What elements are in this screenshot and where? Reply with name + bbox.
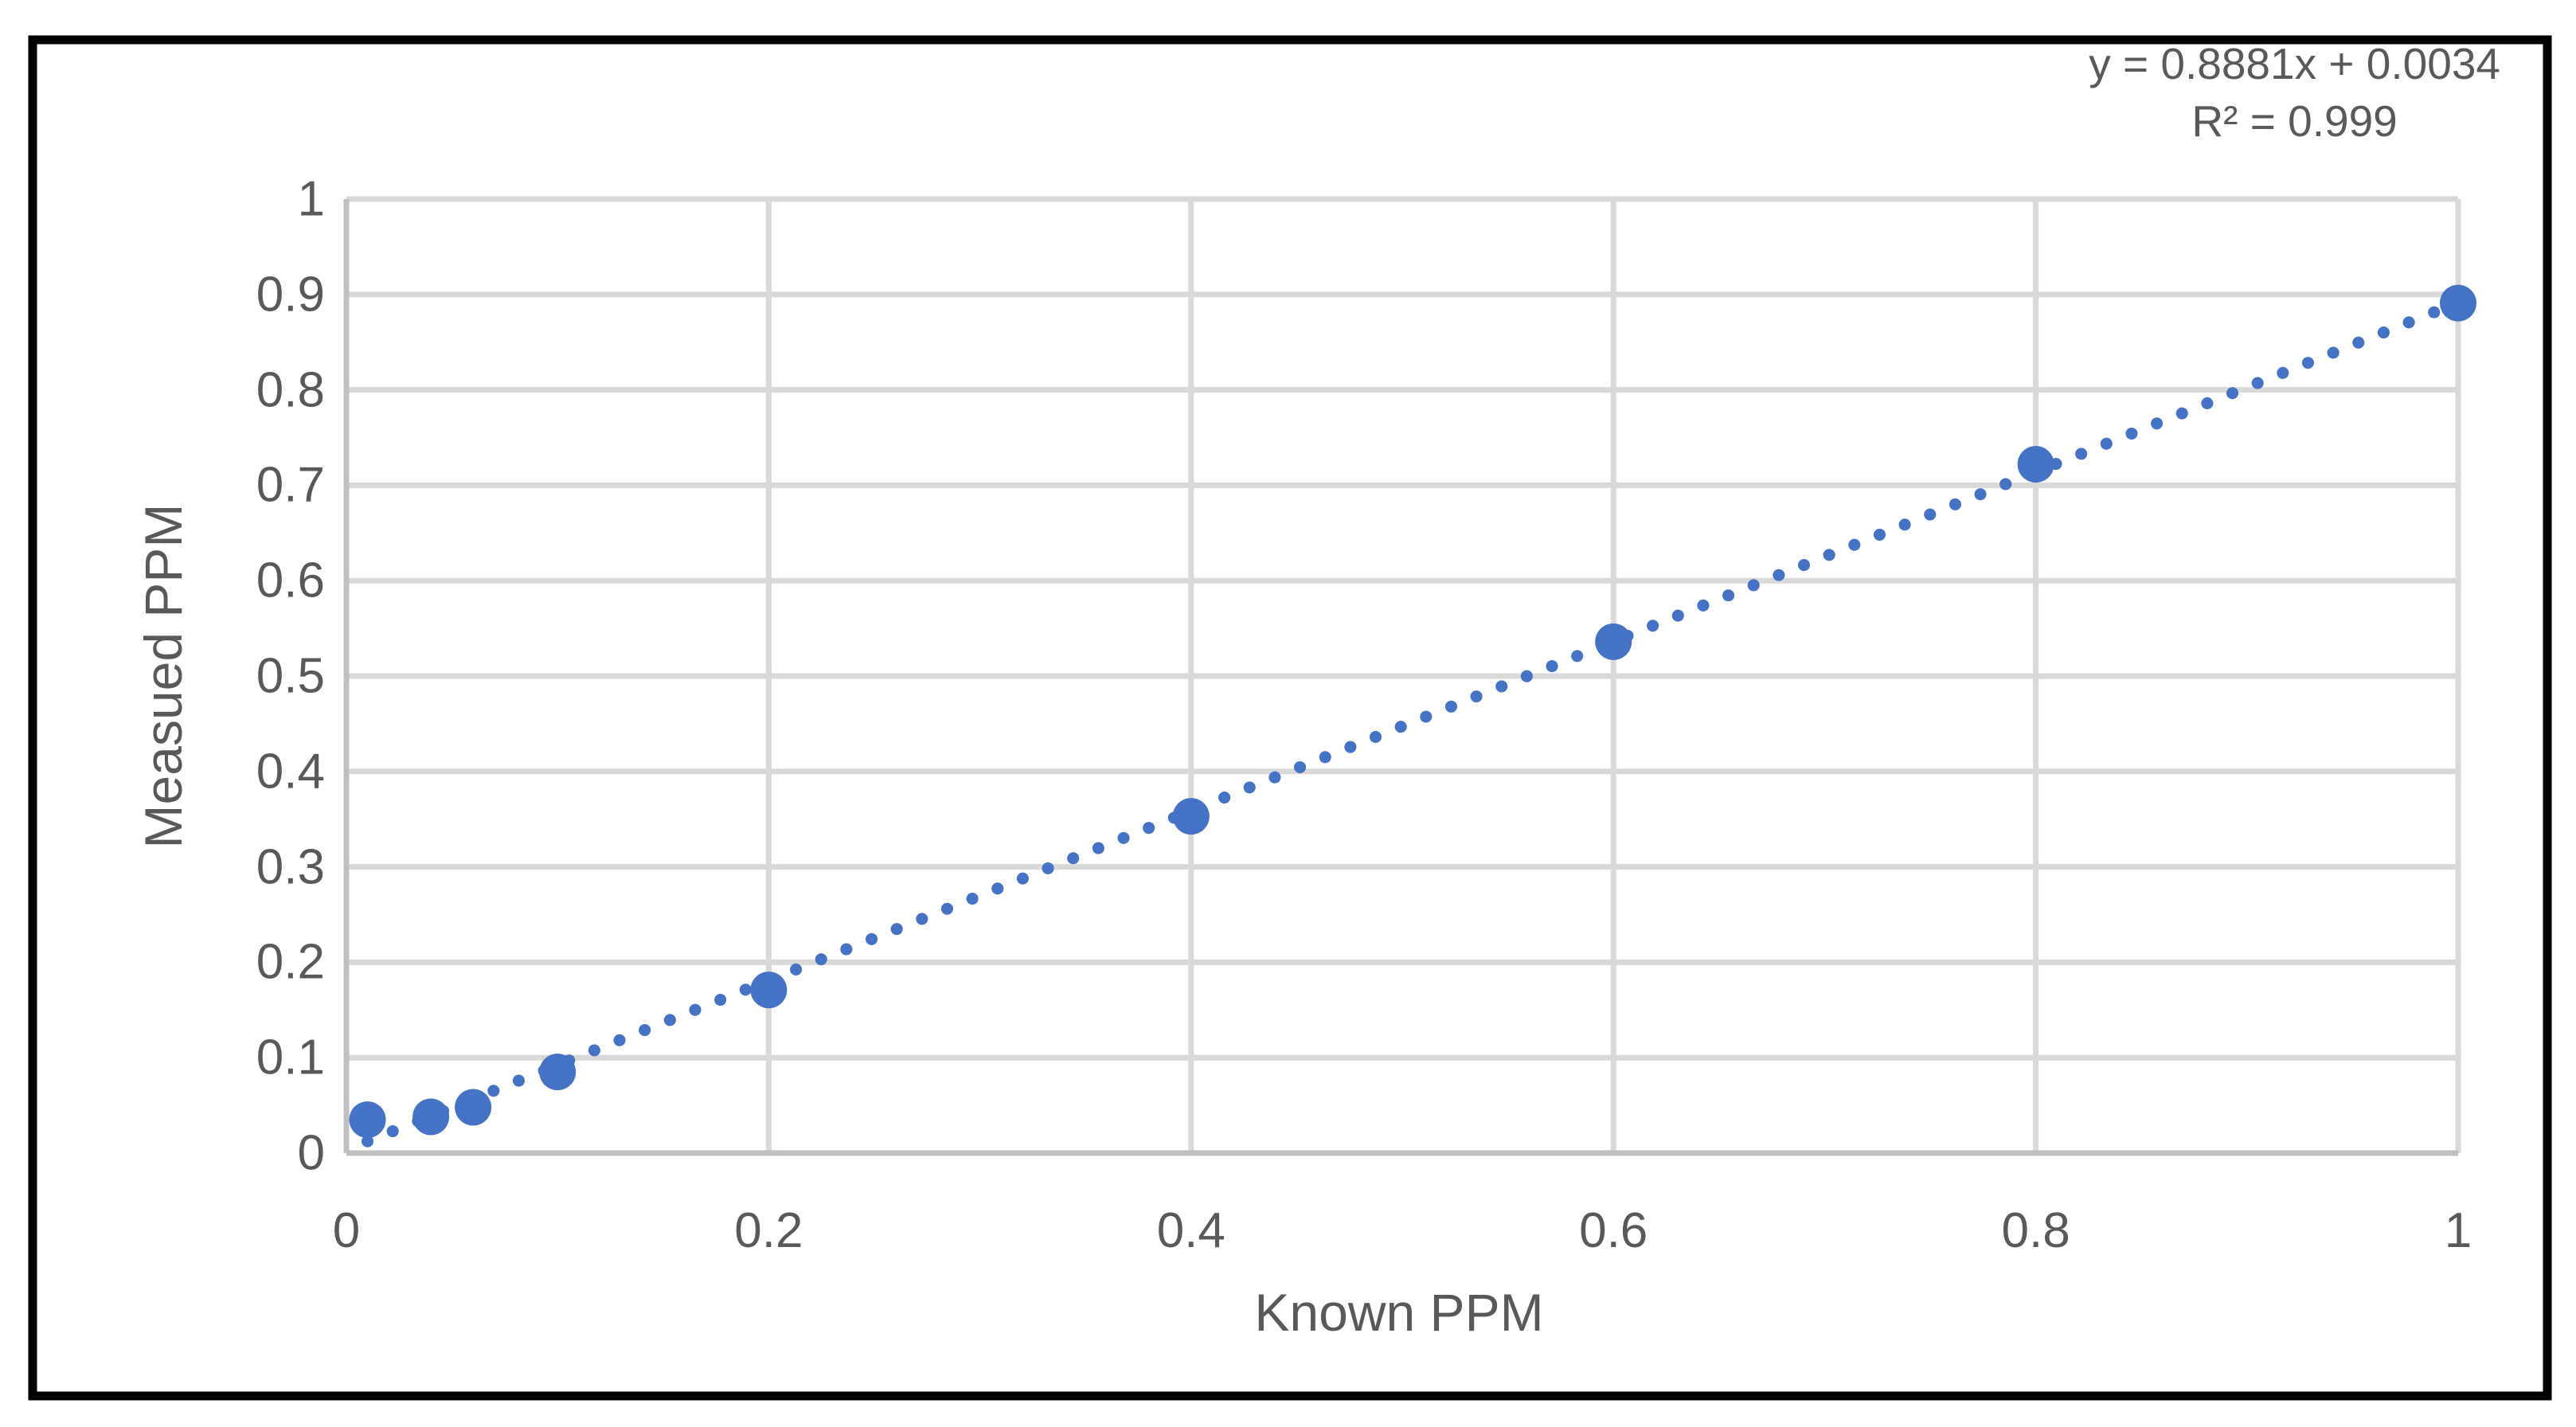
trendline [362,296,2465,1147]
data-point-marker [412,1098,450,1136]
y-tick-label: 0.1 [256,1030,325,1085]
x-tick-label: 0.6 [1579,1203,1648,1258]
data-point-marker [1595,623,1632,660]
data-point-marker [1172,798,1210,835]
y-tick-label: 0.6 [256,553,325,608]
y-tick-label: 0.5 [256,648,325,704]
trendline-annotation: y = 0.8881x + 0.0034 R² = 0.999 [2089,35,2500,150]
data-point-marker [2017,446,2054,483]
x-tick-label: 0.4 [1156,1203,1225,1258]
y-tick-label: 0.3 [256,839,325,895]
x-tick-label: 0.2 [734,1203,803,1258]
x-tick-label: 1 [2444,1203,2472,1258]
data-point-marker [349,1101,386,1139]
x-tick-label: 0 [332,1203,361,1258]
x-tick-label: 0.8 [2001,1203,2070,1258]
y-tick-label: 0.8 [256,362,325,418]
data-point-marker [750,972,788,1009]
y-tick-label: 0.7 [256,457,325,513]
r-squared-label: R² = 0.999 [2191,96,2398,146]
data-point-marker [455,1089,492,1126]
y-tick-label: 1 [297,171,325,227]
y-tick-label: 0.4 [256,744,325,800]
y-tick-label: 0.9 [256,267,325,323]
chart-border [28,35,2552,1401]
x-axis-title: Known PPM [1254,1283,1544,1342]
y-tick-label: 0.2 [256,934,325,990]
data-point-marker [2440,284,2476,322]
trendline-equation: y = 0.8881x + 0.0034 [2089,39,2500,88]
y-tick-label: 0 [297,1125,325,1181]
data-point-marker [539,1054,577,1091]
